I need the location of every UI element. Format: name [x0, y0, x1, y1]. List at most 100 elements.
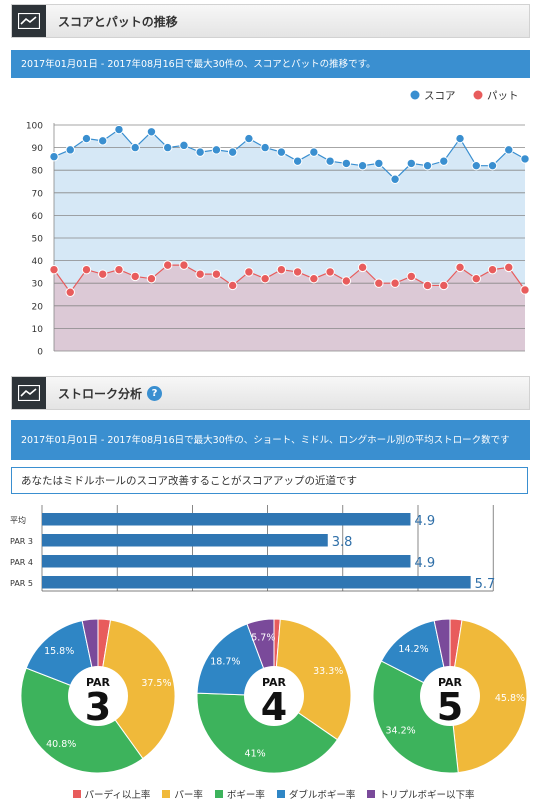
- putt-point: [309, 273, 319, 284]
- score-point: [227, 147, 238, 157]
- y-tick-label: 10: [32, 325, 44, 335]
- putt-point: [422, 280, 433, 291]
- par-number: 3: [85, 685, 111, 729]
- bar: [42, 534, 328, 547]
- line-chart-icon: [12, 5, 46, 37]
- y-tick-label: 50: [32, 235, 44, 245]
- score-point: [179, 140, 189, 151]
- score-point: [244, 133, 254, 144]
- bar-category-label: 平均: [10, 515, 26, 525]
- section-header-score-trend: スコアとパットの推移: [11, 4, 530, 38]
- putt-point: [244, 267, 254, 277]
- putt-point: [357, 262, 368, 273]
- putt-area: [54, 265, 525, 351]
- pie-slice-label: 45.8%: [495, 693, 525, 704]
- score-point: [146, 127, 157, 137]
- legend-swatch: [162, 790, 171, 798]
- pie-slice: [449, 619, 528, 774]
- y-tick-label: 100: [26, 122, 43, 132]
- legend-label-score: スコア: [424, 90, 456, 102]
- pie-slice: [196, 692, 339, 774]
- pie-slice-label: 41%: [245, 748, 266, 759]
- score-point: [325, 156, 335, 166]
- pie-slice: [97, 619, 176, 760]
- score-point: [195, 147, 205, 157]
- putt-point: [49, 264, 59, 275]
- score-point: [162, 142, 173, 153]
- legend-label: パー率: [174, 790, 203, 801]
- score-point: [65, 145, 75, 155]
- legend-swatch: [72, 790, 81, 798]
- y-tick-label: 90: [32, 144, 44, 154]
- putt-point: [195, 269, 205, 279]
- putt-point: [179, 260, 189, 270]
- score-point: [211, 145, 222, 155]
- bar: [42, 555, 411, 568]
- pie-slice-label: 14.2%: [398, 644, 428, 655]
- score-point: [504, 145, 514, 155]
- y-tick-label: 0: [37, 348, 43, 358]
- legend-item: ダブルボギー率: [276, 787, 355, 801]
- y-tick-label: 20: [32, 302, 44, 312]
- legend-label-putt: パット: [487, 90, 519, 102]
- bar-category-label: PAR 3: [10, 537, 33, 546]
- legend-item: トリプルボギー以下率: [367, 787, 474, 801]
- legend-label: トリプルボギー以下率: [379, 790, 475, 801]
- score-point: [374, 158, 384, 169]
- score-point: [260, 142, 270, 153]
- par-label: PAR: [86, 676, 111, 689]
- pie-slice-label: 5.7%: [251, 632, 275, 643]
- pie-slice-label: 18.7%: [210, 656, 240, 667]
- legend-swatch: [367, 790, 376, 798]
- putt-point: [81, 264, 92, 275]
- legend-marker-score: [410, 90, 420, 100]
- score-point: [406, 158, 417, 169]
- pie-slice-label: 33.3%: [313, 666, 343, 677]
- par-number: 5: [437, 685, 463, 729]
- putt-point: [487, 264, 498, 275]
- y-tick-label: 60: [32, 212, 44, 222]
- score-point: [309, 147, 319, 157]
- score-point: [130, 142, 140, 153]
- bar: [42, 513, 411, 526]
- score-point: [49, 151, 59, 162]
- bar-value-label: 4.9: [414, 556, 435, 571]
- info-banner: 2017年01月01日 - 2017年08月16日で最大30件の、ショート、ミド…: [11, 420, 530, 460]
- bar: [42, 576, 471, 589]
- donut-hole: [68, 666, 128, 726]
- putt-point: [260, 273, 270, 284]
- help-icon[interactable]: ?: [147, 385, 163, 401]
- score-point: [487, 160, 498, 171]
- score-point: [341, 158, 352, 169]
- score-point: [357, 160, 368, 171]
- info-banner: 2017年01月01日 - 2017年08月16日で最大30件の、スコアとパット…: [11, 50, 530, 78]
- pie-slice-label: 15.8%: [44, 646, 74, 657]
- pie-slice: [273, 618, 352, 741]
- donut-hole: [244, 666, 304, 726]
- section-title: スコアとパットの推移: [58, 14, 178, 29]
- score-point: [276, 147, 287, 157]
- legend-item: ボギー率: [214, 787, 265, 801]
- legend-swatch: [276, 790, 285, 798]
- score-point: [81, 133, 92, 144]
- advice-text: あなたはミドルホールのスコア改善することがスコアアップの近道です: [21, 475, 357, 487]
- putt-point: [65, 287, 75, 297]
- y-tick-label: 80: [32, 167, 44, 177]
- putt-point: [292, 267, 303, 277]
- donut-hole: [420, 666, 480, 726]
- section-header-stroke-analysis: ストローク分析 ?: [11, 376, 530, 410]
- putt-point: [146, 273, 157, 284]
- putt-point: [455, 262, 465, 273]
- legend-label: パーディ以上率: [84, 790, 151, 801]
- score-point: [471, 160, 481, 171]
- score-point: [114, 124, 124, 135]
- putt-point: [276, 264, 287, 275]
- score-point: [439, 156, 449, 166]
- y-tick-label: 70: [32, 189, 44, 199]
- score-point: [292, 156, 303, 166]
- y-tick-label: 40: [32, 257, 44, 267]
- putt-point: [406, 271, 417, 282]
- putt-point: [114, 264, 124, 275]
- putt-point: [325, 267, 335, 277]
- average-stroke-bar-chart: 平均 4.9 PAR 3 3.8 PAR 4 4.9 PAR 5 5.7: [10, 505, 495, 592]
